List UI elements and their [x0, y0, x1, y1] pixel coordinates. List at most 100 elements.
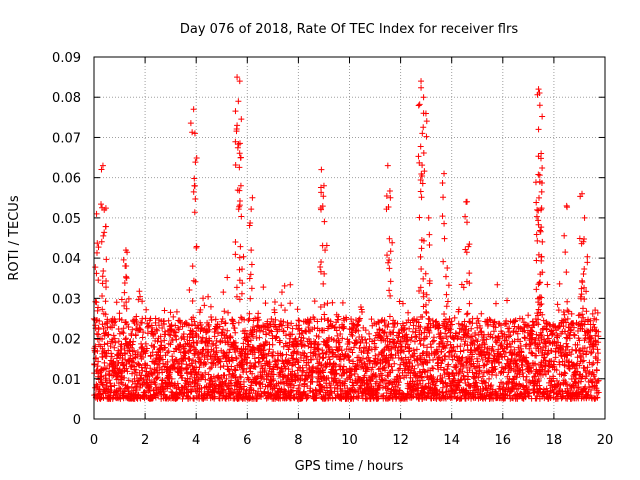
data-point [155, 322, 162, 329]
data-point [506, 325, 513, 332]
data-point [110, 332, 117, 339]
data-point [105, 347, 112, 354]
data-point [187, 120, 194, 127]
data-point [345, 353, 352, 360]
data-point [285, 366, 292, 373]
data-point [281, 307, 288, 314]
x-tick-label: 2 [141, 433, 149, 448]
data-point [552, 354, 559, 361]
data-point [137, 326, 144, 333]
data-point [103, 284, 110, 291]
data-point [386, 287, 393, 294]
data-point [327, 394, 334, 401]
data-point [234, 122, 241, 129]
data-point [200, 295, 207, 302]
data-point [135, 296, 142, 303]
data-point [121, 280, 128, 287]
data-point [235, 378, 242, 385]
data-point [199, 334, 206, 341]
data-point [161, 344, 168, 351]
data-point [129, 326, 136, 333]
data-point [584, 253, 591, 260]
data-point [440, 258, 447, 265]
data-point [98, 238, 105, 245]
data-point [271, 298, 278, 305]
data-point [138, 344, 145, 351]
data-point [406, 325, 413, 332]
data-point [235, 319, 242, 326]
data-point [262, 300, 269, 307]
data-point [581, 265, 588, 272]
data-point [99, 292, 106, 299]
data-point [343, 369, 350, 376]
data-point [212, 342, 219, 349]
data-point [280, 343, 287, 350]
data-point [232, 108, 239, 115]
data-point [348, 316, 355, 323]
data-point [121, 289, 128, 296]
data-point [232, 251, 239, 258]
data-point [281, 282, 288, 289]
data-point [187, 347, 194, 354]
data-point [445, 282, 452, 289]
data-point [232, 329, 239, 336]
chart-title: Day 076 of 2018, Rate Of TEC Index for r… [180, 22, 518, 37]
data-point [166, 369, 173, 376]
data-point [113, 299, 120, 306]
data-point [212, 385, 219, 392]
data-point [274, 364, 281, 371]
data-point [125, 388, 132, 395]
data-point [273, 360, 280, 367]
data-point [104, 340, 111, 347]
data-point [157, 333, 164, 340]
data-point [581, 214, 588, 221]
data-point [233, 284, 240, 291]
data-point [420, 275, 427, 282]
data-point [248, 206, 255, 213]
data-point [222, 319, 229, 326]
data-point [386, 188, 393, 195]
data-point [182, 350, 189, 357]
data-point [430, 356, 437, 363]
data-point [195, 333, 202, 340]
data-point [125, 295, 132, 302]
data-point [132, 331, 139, 338]
data-point [288, 320, 295, 327]
data-point [167, 326, 174, 333]
data-point [308, 356, 315, 363]
data-point [423, 118, 430, 125]
data-point [176, 318, 183, 325]
data-point [371, 337, 378, 344]
data-point [579, 277, 586, 284]
data-point [525, 312, 532, 319]
data-point [256, 327, 263, 334]
data-point [133, 387, 140, 394]
data-point [349, 332, 356, 339]
data-point [578, 291, 585, 298]
data-point [162, 344, 169, 351]
data-point [194, 339, 201, 346]
data-point [426, 316, 433, 323]
data-point [368, 316, 375, 323]
data-point [346, 357, 353, 364]
data-point [191, 209, 198, 216]
data-point [288, 388, 295, 395]
data-point [225, 309, 232, 316]
data-point [264, 318, 271, 325]
data-point [167, 341, 174, 348]
data-point [544, 281, 551, 288]
data-point [227, 394, 234, 401]
data-point [321, 327, 328, 334]
y-tick-label: 0.06 [52, 172, 81, 187]
data-point [426, 242, 433, 249]
data-point [390, 324, 397, 331]
data-point [241, 383, 248, 390]
data-point [289, 331, 296, 338]
data-point [209, 378, 216, 385]
data-point [241, 327, 248, 334]
data-point [221, 308, 228, 315]
data-point [416, 214, 423, 221]
data-point [102, 223, 109, 230]
data-point [172, 329, 179, 336]
data-point [136, 288, 143, 295]
